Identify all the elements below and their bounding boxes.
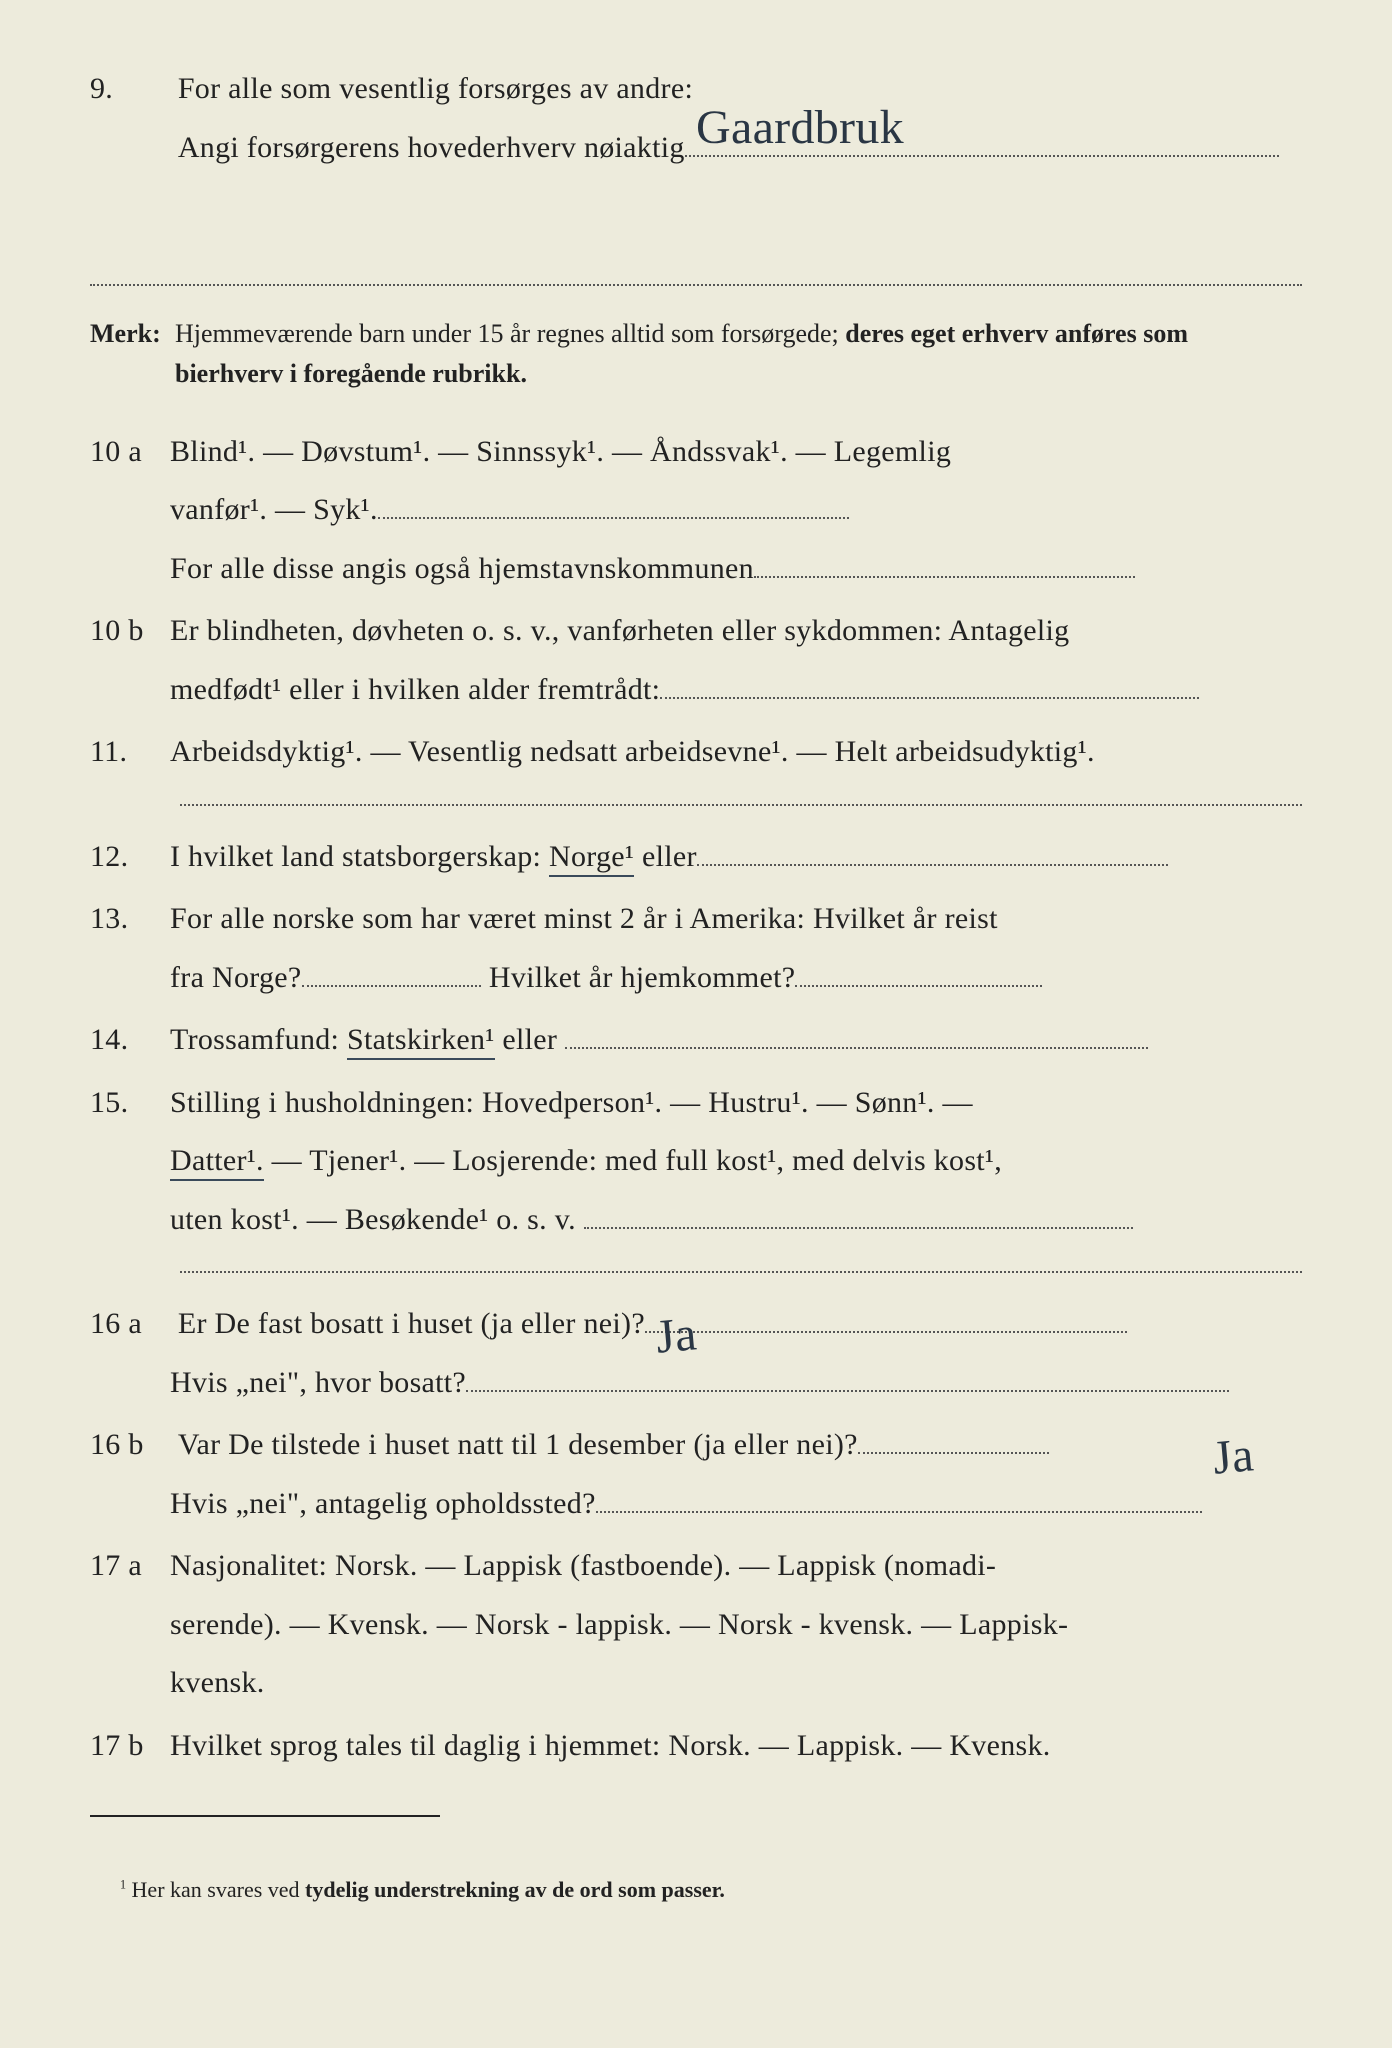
q16b-blank2 <box>596 1475 1202 1513</box>
q16a-line1-prefix: Er De fast bosatt i huset (ja eller nei)… <box>178 1307 645 1340</box>
q15-underlined-datter: Datter¹. <box>170 1144 264 1181</box>
q13-line2: fra Norge? Hvilket år hjemkommet? <box>170 949 1292 1008</box>
census-form-page: 9. For alle som vesentlig forsørges av a… <box>0 0 1392 2048</box>
q10a-line2: vanfør¹. — Syk¹. <box>170 481 1292 540</box>
q17a-line3: kvensk. <box>170 1654 1292 1713</box>
q13-blank2 <box>795 949 1042 987</box>
q10b-line1: Er blindheten, døvheten o. s. v., vanfør… <box>170 602 1292 661</box>
footnote-text-a: Her kan svares ved <box>126 1877 305 1902</box>
q12-number: 12. <box>90 828 170 887</box>
q15-blank <box>584 1191 1134 1229</box>
q16a-line2-prefix: Hvis „nei", hvor bosatt? <box>170 1366 466 1399</box>
merk-note: Merk: Hjemmeværende barn under 15 år reg… <box>90 314 1302 395</box>
q10a-number: 10 a <box>90 423 170 482</box>
q16b-handwritten-answer: Ja <box>1209 1409 1258 1506</box>
q16a-line2: Hvis „nei", hvor bosatt? <box>170 1354 1292 1413</box>
question-17b: 17 bHvilket sprog tales til daglig i hje… <box>90 1717 1302 1776</box>
q13-blank1 <box>302 949 482 987</box>
question-12: 12.I hvilket land statsborgerskap: Norge… <box>90 828 1302 887</box>
q15-line2: Datter¹. — Tjener¹. — Losjerende: med fu… <box>170 1132 1292 1191</box>
question-16b: 16 b Var De tilstede i huset natt til 1 … <box>90 1416 1302 1533</box>
q10a-blank1 <box>378 481 849 519</box>
q13-line2b: Hvilket år hjemkommet? <box>481 961 795 994</box>
question-15: 15.Stilling i husholdningen: Hovedperson… <box>90 1074 1302 1250</box>
q14-underlined-statskirken: Statskirken¹ <box>347 1023 495 1060</box>
q17b-number: 17 b <box>90 1717 170 1776</box>
question-9: 9. For alle som vesentlig forsørges av a… <box>90 60 1302 294</box>
q9-number: 9. <box>90 60 170 119</box>
q12-suffix: eller <box>634 840 697 873</box>
q15-line2-rest: — Tjener¹. — Losjerende: med full kost¹,… <box>264 1144 1002 1177</box>
question-13: 13.For alle norske som har været minst 2… <box>90 890 1302 1007</box>
question-17a: 17 aNasjonalitet: Norsk. — Lappisk (fast… <box>90 1537 1302 1713</box>
q16b-line2: Hvis „nei", antagelig opholdssted? <box>170 1475 1292 1534</box>
q16a-blank2 <box>466 1354 1229 1392</box>
question-14: 14.Trossamfund: Statskirken¹ eller <box>90 1011 1302 1070</box>
merk-text: Hjemmeværende barn under 15 år regnes al… <box>175 314 1302 395</box>
q12-blank <box>697 828 1168 866</box>
q17a-number: 17 a <box>90 1537 170 1596</box>
q13-number: 13. <box>90 890 170 949</box>
q10a-line1: Blind¹. — Døvstum¹. — Sinnssyk¹. — Åndss… <box>170 423 1292 482</box>
q17b-text: Hvilket sprog tales til daglig i hjemmet… <box>170 1717 1292 1776</box>
q12-underlined-norge: Norge¹ <box>549 840 634 877</box>
q11-text: Arbeidsdyktig¹. — Vesentlig nedsatt arbe… <box>170 723 1292 782</box>
merk-text-a: Hjemmeværende barn under 15 år regnes al… <box>175 319 845 348</box>
question-10b: 10 bEr blindheten, døvheten o. s. v., va… <box>90 602 1302 719</box>
q10b-blank <box>660 661 1199 699</box>
q15-line1: Stilling i husholdningen: Hovedperson¹. … <box>170 1074 1292 1133</box>
q9-handwritten-answer: Gaardbruk <box>696 81 904 175</box>
q10b-line2-prefix: medfødt¹ eller i hvilken alder fremtrådt… <box>170 673 660 706</box>
q16b-line1: Var De tilstede i huset natt til 1 desem… <box>178 1416 1300 1475</box>
q15-number: 15. <box>90 1074 170 1133</box>
q10a-line3-prefix: For alle disse angis også hjemstavnskomm… <box>170 552 754 585</box>
q13-line2a: fra Norge? <box>170 961 302 994</box>
q14-blank <box>565 1011 1148 1049</box>
q10a-line2-prefix: vanfør¹. — Syk¹. <box>170 493 378 526</box>
q15-line3-prefix: uten kost¹. — Besøkende¹ o. s. v. <box>170 1203 584 1236</box>
q9-line2-prefix: Angi forsørgerens hovederhverv nøiaktig <box>178 131 685 164</box>
question-10a: 10 aBlind¹. — Døvstum¹. — Sinnssyk¹. — Å… <box>90 423 1302 599</box>
q13-line1: For alle norske som har været minst 2 år… <box>170 890 1292 949</box>
q15-line3: uten kost¹. — Besøkende¹ o. s. v. <box>170 1191 1292 1250</box>
q16a-number: 16 a <box>90 1295 170 1354</box>
q16b-line2-prefix: Hvis „nei", antagelig opholdssted? <box>170 1487 596 1520</box>
footnote-rule <box>90 1815 440 1817</box>
q17a-line2: serende). — Kvensk. — Norsk - lappisk. —… <box>170 1596 1292 1655</box>
q16a-blank1 <box>645 1295 1127 1333</box>
q11-number: 11. <box>90 723 170 782</box>
question-11: 11.Arbeidsdyktig¹. — Vesentlig nedsatt a… <box>90 723 1302 782</box>
q10b-number: 10 b <box>90 602 170 661</box>
q16b-number: 16 b <box>90 1416 170 1475</box>
q12-body: I hvilket land statsborgerskap: Norge¹ e… <box>170 828 1292 887</box>
q14-suffix: eller <box>495 1023 565 1056</box>
q10a-blank2 <box>754 540 1135 578</box>
q14-body: Trossamfund: Statskirken¹ eller <box>170 1011 1292 1070</box>
q10a-line3: For alle disse angis også hjemstavnskomm… <box>170 540 1292 599</box>
footnote: 1 Her kan svares ved tydelig understrekn… <box>90 1877 1302 1903</box>
q16b-line1-prefix: Var De tilstede i huset natt til 1 desem… <box>178 1428 858 1461</box>
footnote-text-b: tydelig understrekning av de ord som pas… <box>305 1877 725 1902</box>
q10b-line2: medfødt¹ eller i hvilken alder fremtrådt… <box>170 661 1292 720</box>
merk-label: Merk: <box>90 314 175 395</box>
divider-1 <box>180 804 1302 806</box>
q16b-blank1 <box>858 1416 1049 1454</box>
q12-prefix: I hvilket land statsborgerskap: <box>170 840 549 873</box>
q14-prefix: Trossamfund: <box>170 1023 347 1056</box>
question-16a: 16 a Er De fast bosatt i huset (ja eller… <box>90 1295 1302 1412</box>
q14-number: 14. <box>90 1011 170 1070</box>
q17a-line1: Nasjonalitet: Norsk. — Lappisk (fastboen… <box>170 1537 1292 1596</box>
divider-2 <box>180 1271 1302 1273</box>
q16a-line1: Er De fast bosatt i huset (ja eller nei)… <box>178 1295 1300 1354</box>
q9-extra-blank <box>90 236 1302 286</box>
